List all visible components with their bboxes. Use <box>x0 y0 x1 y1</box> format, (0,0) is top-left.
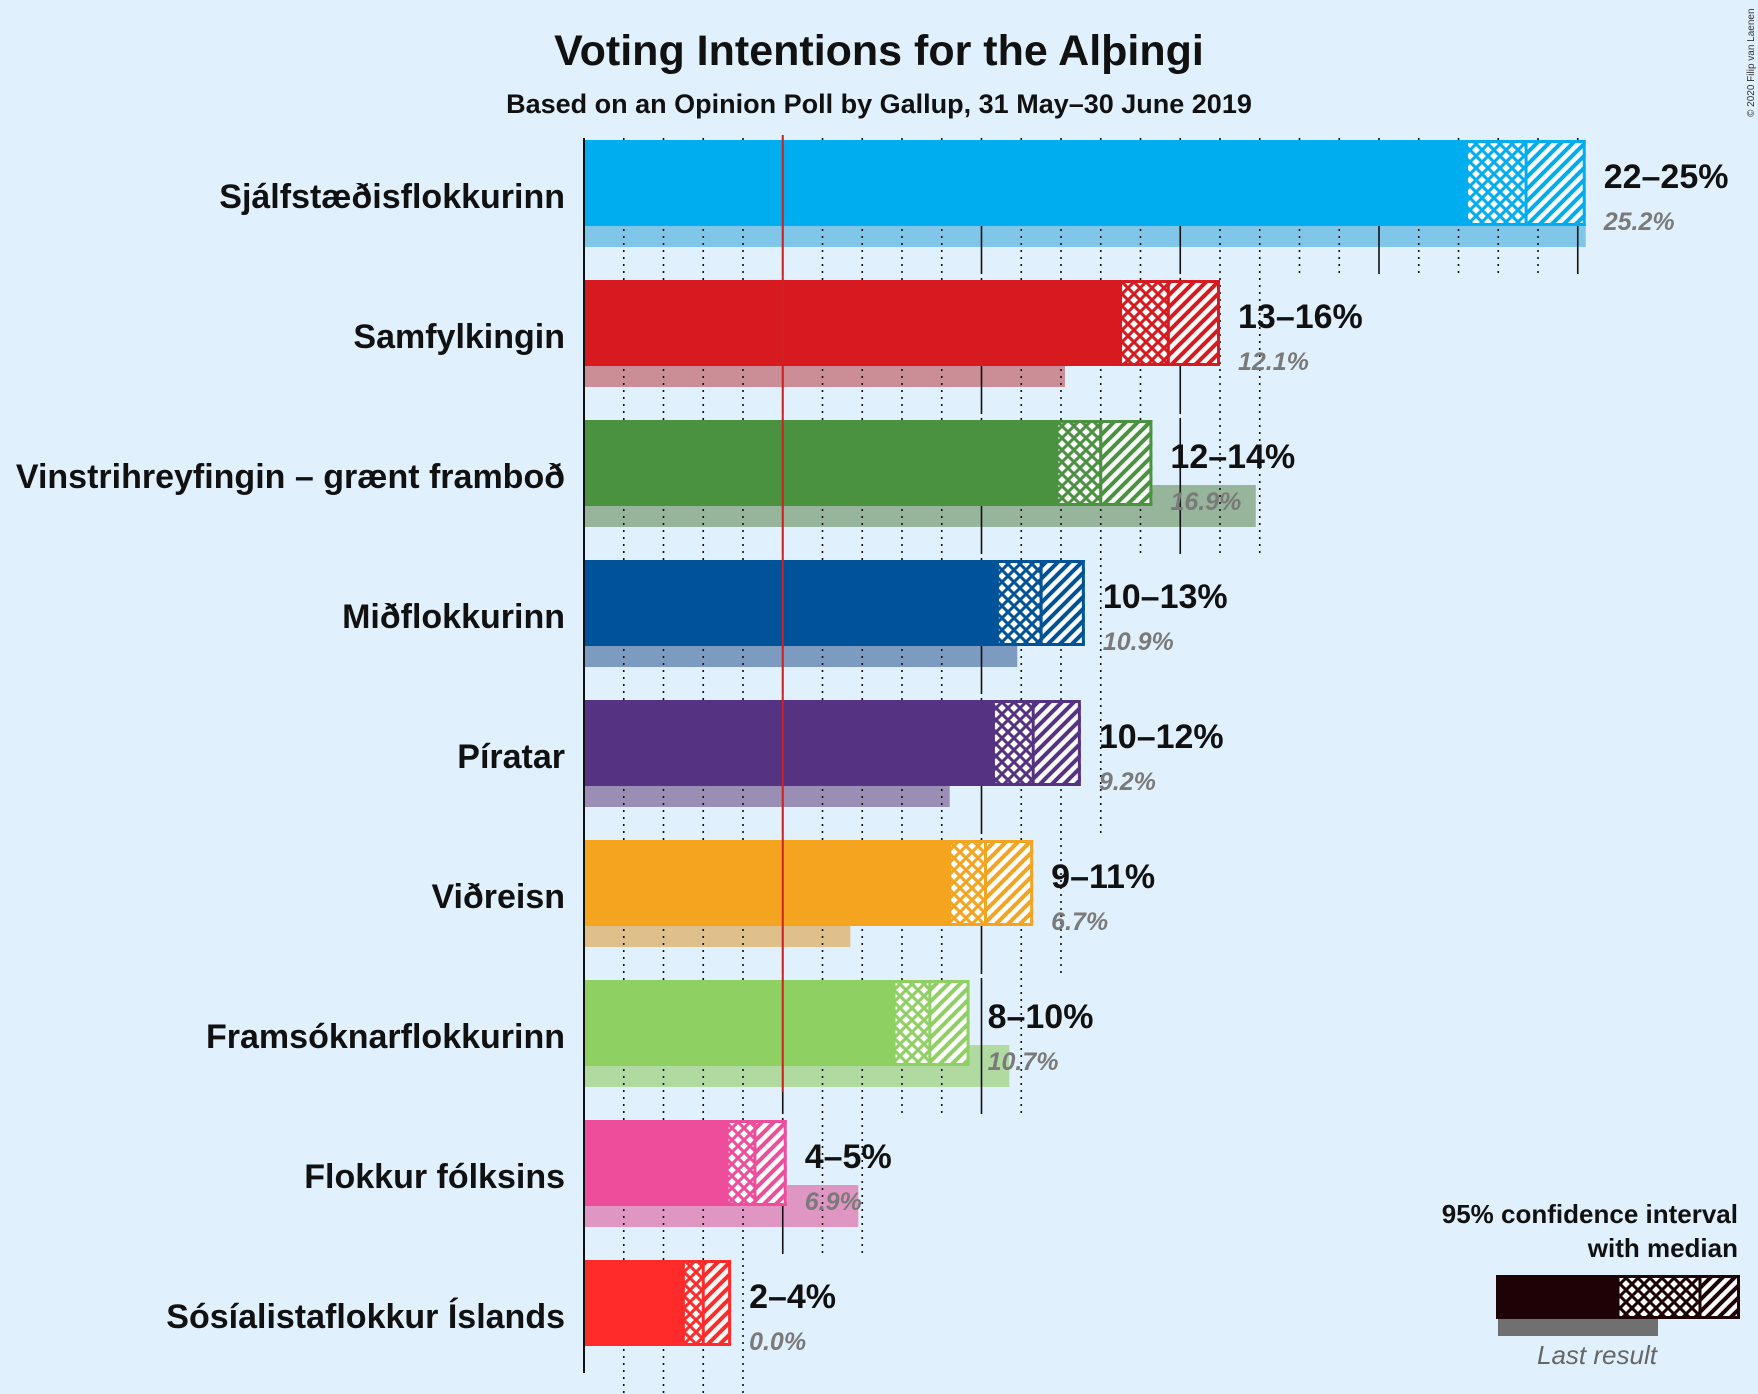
legend-title-line1: 95% confidence interval <box>1442 1199 1738 1229</box>
last-result-label: 6.9% <box>805 1188 862 1216</box>
ci-outline <box>1055 420 1153 506</box>
ci-upper-half <box>754 1120 787 1206</box>
legend-lower-half <box>1618 1275 1700 1319</box>
party-row: Píratar 10–12% 9.2% <box>457 698 1224 834</box>
party-label: Framsóknarflokkurinn <box>206 1018 565 1056</box>
party-label: Sósíalistaflokkur Íslands <box>166 1298 565 1336</box>
ci-solid-bar <box>584 840 950 926</box>
chart-title: Voting Intentions for the Alþingi <box>554 27 1204 75</box>
ci-outline <box>991 700 1081 786</box>
ci-range-label: 2–4% <box>749 1278 836 1316</box>
party-label: Miðflokkurinn <box>342 598 565 636</box>
ci-solid-bar <box>584 140 1467 226</box>
party-label: Sjálfstæðisflokkurinn <box>219 178 565 216</box>
ci-solid-bar <box>584 980 895 1066</box>
ci-upper-half <box>1168 280 1220 366</box>
legend-title-line2: with median <box>1587 1233 1738 1263</box>
party-label: Vinstrihreyfingin – grænt framboð <box>16 458 565 496</box>
ci-range-label: 22–25% <box>1604 158 1729 196</box>
last-result-label: 10.9% <box>1103 628 1174 656</box>
ci-upper-half <box>1100 420 1153 506</box>
ci-range-label: 4–5% <box>805 1138 892 1176</box>
ci-range-label: 10–13% <box>1103 578 1228 616</box>
ci-lower-half <box>949 840 986 926</box>
party-row: Vinstrihreyfingin – grænt framboð 12–14% 1… <box>16 418 1295 554</box>
ci-solid-bar <box>584 1260 684 1346</box>
ci-range-label: 13–16% <box>1238 298 1363 336</box>
party-row: Sósíalistaflokkur Íslands 2–4% 0.0% <box>166 1258 836 1394</box>
party-label: Samfylkingin <box>353 318 565 356</box>
ci-upper-half <box>1526 140 1586 226</box>
party-label: Viðreisn <box>431 878 565 916</box>
ci-lower-half <box>993 700 1034 786</box>
ci-upper-half <box>985 840 1034 926</box>
party-row: Framsóknarflokkurinn 8–10% 10.7% <box>206 978 1093 1114</box>
ci-upper-half <box>1033 700 1081 786</box>
party-row: Samfylkingin 13–16% 12.1% <box>353 278 1363 414</box>
ci-solid-bar <box>584 700 994 786</box>
ci-lower-half <box>1057 420 1101 506</box>
ci-lower-half <box>894 980 930 1066</box>
last-result-label: 12.1% <box>1238 348 1309 376</box>
ci-range-label: 10–12% <box>1099 718 1224 756</box>
ci-upper-half <box>1041 560 1085 646</box>
ci-outline <box>948 840 1034 926</box>
ci-upper-half <box>703 1260 732 1346</box>
last-result-label: 0.0% <box>749 1328 806 1356</box>
ci-solid-bar <box>584 560 998 646</box>
party-label: Flokkur fólksins <box>304 1158 565 1196</box>
legend-outline <box>1616 1275 1740 1319</box>
legend-last-result-label: Last result <box>1537 1340 1659 1370</box>
ci-solid-bar <box>584 420 1058 506</box>
ci-lower-half <box>683 1260 704 1346</box>
ci-upper-half <box>929 980 970 1066</box>
party-row: Viðreisn 9–11% 6.7% <box>431 838 1155 974</box>
ci-lower-half <box>1466 140 1527 226</box>
ci-range-label: 9–11% <box>1051 858 1155 896</box>
ci-range-label: 8–10% <box>988 998 1094 1036</box>
last-result-label: 9.2% <box>1099 768 1156 796</box>
party-row: Flokkur fólksins 4–5% 6.9% <box>304 1118 892 1254</box>
chart-subtitle: Based on an Opinion Poll by Gallup, 31 M… <box>506 89 1252 119</box>
party-row: Miðflokkurinn 10–13% 10.9% <box>342 558 1228 694</box>
legend: 95% confidence interval with median Last… <box>1442 1199 1740 1370</box>
plot-area: Sjálfstæðisflokkurinn 22–25% 25.2% Samfylki… <box>16 135 1728 1394</box>
party-row: Sjálfstæðisflokkurinn 22–25% 25.2% <box>219 138 1728 274</box>
party-label: Píratar <box>457 738 565 776</box>
ci-lower-half <box>997 560 1042 646</box>
last-result-label: 16.9% <box>1170 488 1241 516</box>
ci-solid-bar <box>584 280 1121 366</box>
legend-solid-bar <box>1496 1275 1618 1319</box>
ci-solid-bar <box>584 1120 728 1206</box>
ci-lower-half <box>727 1120 755 1206</box>
ci-range-label: 12–14% <box>1170 438 1295 476</box>
last-result-label: 6.7% <box>1051 908 1108 936</box>
ci-lower-half <box>1120 280 1169 366</box>
last-result-label: 10.7% <box>988 1048 1059 1076</box>
last-result-label: 25.2% <box>1603 208 1675 236</box>
ci-outline <box>681 1260 732 1346</box>
copyright-notice: © 2020 Filip van Laenen <box>1746 8 1757 117</box>
legend-upper-half <box>1700 1275 1740 1319</box>
